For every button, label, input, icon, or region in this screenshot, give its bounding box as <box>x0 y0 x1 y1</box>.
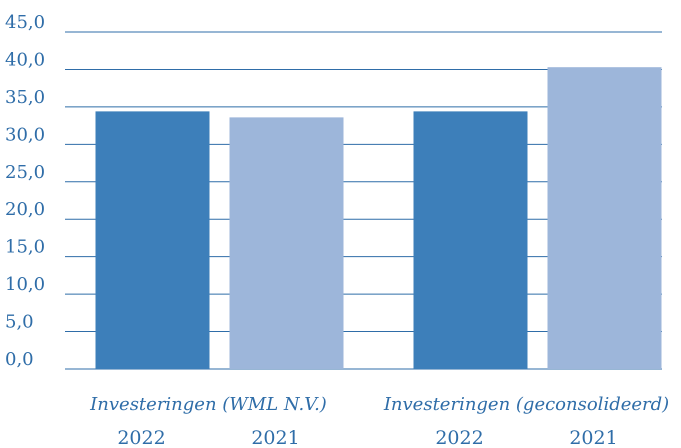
bar <box>413 111 528 369</box>
y-tick-label: 30,0 <box>5 124 45 145</box>
y-tick-label: 45,0 <box>5 12 45 33</box>
y-tick-label: 15,0 <box>5 237 45 258</box>
bar <box>547 67 662 369</box>
series-label: 2021 <box>251 427 299 448</box>
x-category-label: Investeringen (WML N.V.) <box>89 394 327 415</box>
bar <box>229 117 344 369</box>
series-label: 2022 <box>435 427 483 448</box>
y-tick-label: 10,0 <box>5 274 45 295</box>
y-tick-label: 0,0 <box>5 349 34 370</box>
x-category-label: Investeringen (geconsolideerd) <box>383 394 669 415</box>
series-label: 2021 <box>569 427 617 448</box>
y-tick-label: 5,0 <box>5 312 34 333</box>
series-label: 2022 <box>117 427 165 448</box>
bar <box>95 111 210 369</box>
y-tick-label: 20,0 <box>5 199 45 220</box>
y-tick-label: 25,0 <box>5 162 45 183</box>
y-tick-label: 35,0 <box>5 87 45 108</box>
y-tick-label: 40,0 <box>5 49 45 70</box>
